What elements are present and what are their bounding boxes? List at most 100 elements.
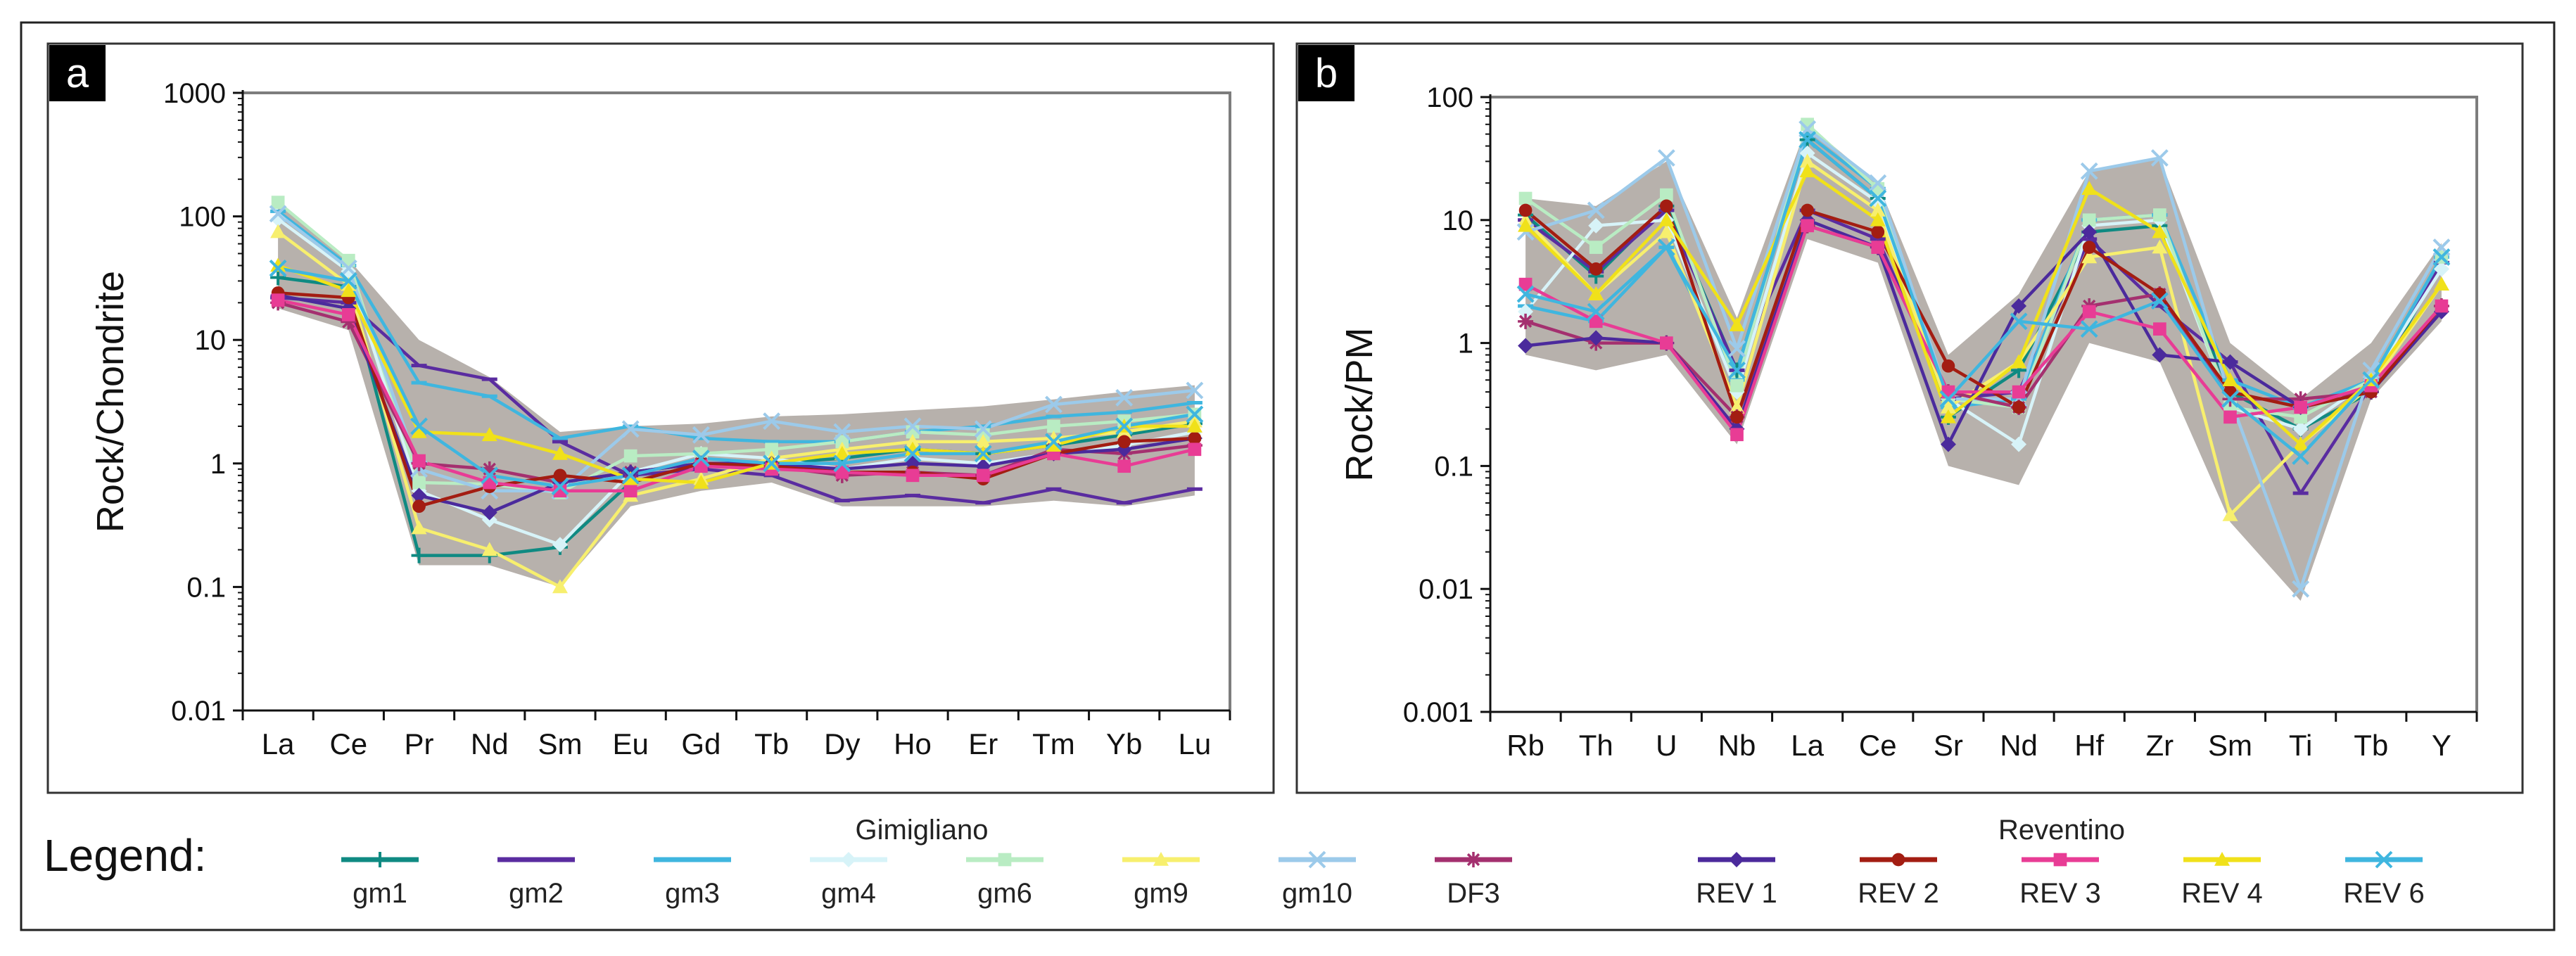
chart-a-point-rev-6-2 (410, 417, 428, 435)
chart-a-point-rev-3-0 (271, 293, 285, 307)
legend-label-gm9: gm9 (1134, 878, 1188, 909)
chart-a-point-rev-6-5 (621, 466, 640, 485)
chart-b-point-rev-4-4 (1799, 163, 1815, 178)
chart-b-point-rev-1-9 (2152, 347, 2168, 363)
chart-b-point-rev-4-1 (1588, 286, 1604, 300)
chart-b-point-rev-3-2 (1660, 336, 1673, 350)
chart-a-point-rev-4-6 (693, 475, 709, 489)
chart-b-x-tick-label: U (1656, 729, 1677, 762)
chart-a-series-line-gm10 (277, 212, 1195, 493)
chart-b-point-gm9-9 (2152, 239, 2168, 254)
chart-b-point-rev-6-0 (1516, 285, 1535, 303)
chart-b-point-rev-3-10 (2223, 410, 2237, 424)
chart-b-y-tick-label: 0.1 (1434, 451, 1473, 482)
chart-a-point-gm10-5 (621, 420, 640, 438)
chart-a-point-rev-3-12 (1117, 459, 1131, 473)
chart-b-point-rev-2-3 (1730, 410, 1744, 424)
chart-a-point-gm10-13 (1186, 381, 1204, 400)
chart-a-point-gm10-10 (974, 420, 992, 438)
chart-b-point-gm4-5 (1870, 194, 1886, 210)
chart-b-point-gm4-7 (2011, 436, 2027, 452)
chart-a-x-tick-label: Ce (329, 727, 367, 760)
legend-marker-gm4 (841, 852, 856, 867)
chart-b-point-gm10-3 (1728, 340, 1746, 358)
chart-a-point-rev-6-11 (1045, 433, 1062, 451)
chart-a-point-rev-4-1 (341, 283, 357, 298)
chart-b-x-tick-label: Ti (2289, 729, 2312, 762)
chart-a-plot-border (243, 91, 1231, 710)
chart-a-y-axis-label: Rock/Chondrite (89, 271, 132, 533)
legend-label-gm1: gm1 (353, 878, 407, 909)
chart-a-point-gm6-11 (1047, 419, 1060, 433)
chart-b-x-tick-label: Th (1579, 729, 1613, 762)
chart-a-point-rev-4-11 (1046, 438, 1062, 452)
chart-b-point-gm10-5 (1869, 174, 1887, 192)
chart-a-point-rev-4-0 (270, 257, 286, 272)
legend-marker-df3 (1466, 852, 1481, 867)
chart-a-x-tick-label: Er (968, 727, 998, 760)
chart-b-point-rev-6-10 (2221, 390, 2239, 408)
chart-a-point-gm10-6 (692, 426, 710, 444)
chart-b-point-rev-3-5 (1871, 241, 1885, 254)
chart-b-x-tick-label: Y (2432, 729, 2451, 762)
chart-a-point-rev-6-0 (269, 259, 287, 277)
chart-b-x-tick-label: Sm (2208, 729, 2252, 762)
chart-b-point-rev-2-9 (2153, 287, 2166, 301)
chart-b-series-line-gm6 (1524, 122, 2443, 419)
chart-a-point-gm4-0 (270, 211, 286, 227)
chart-a-point-rev-3-10 (976, 469, 990, 483)
chart-a-point-rev-4-8 (834, 445, 850, 460)
chart-a-point-rev-3-2 (412, 454, 426, 468)
chart-b-point-rev-3-0 (1518, 277, 1533, 291)
chart-b-point-rev-3-13 (2435, 299, 2449, 313)
chart-b-series-line-rev-2 (1524, 204, 2443, 419)
chart-a-x-tick-label: Tm (1032, 727, 1075, 760)
chart-b-point-rev-4-9 (2152, 224, 2168, 238)
chart-b-x-tick-label: La (1791, 729, 1824, 762)
chart-a-series-line-rev-4 (277, 264, 1195, 485)
chart-a-point-rev-3-9 (906, 469, 920, 483)
chart-b-point-gm10-0 (1516, 223, 1535, 241)
legend-marker-gm9 (1153, 852, 1169, 866)
chart-b-point-rev-6-7 (2010, 312, 2028, 331)
chart-a-point-rev-4-2 (411, 423, 427, 438)
chart-a-point-rev-4-13 (1186, 418, 1203, 433)
chart-a-y-tick-label: 0.01 (171, 696, 226, 727)
chart-b-point-gm9-8 (2081, 249, 2098, 264)
chart-a-series-line-rev-6 (277, 267, 1195, 488)
chart-a-point-gm10-0 (269, 205, 287, 223)
chart-b-point-rev-3-1 (1589, 314, 1603, 329)
chart-b-y-axis-label: Rock/PM (1338, 327, 1381, 481)
legend-label-gm2: gm2 (509, 878, 564, 909)
chart-b-point-gm4-0 (1518, 303, 1534, 319)
chart-b-point-rev-3-6 (1941, 385, 1955, 399)
legend-marker-rev-4 (2214, 852, 2230, 866)
legend: Legend: Gimigliano Reventino gm1 gm2 gm3 gm… (44, 815, 2425, 909)
legend-label-gm10: gm10 (1282, 878, 1352, 909)
chart-b-point-rev-1-10 (2222, 354, 2238, 370)
legend-marker-gm10 (1308, 850, 1326, 869)
chart-b-point-gm6-0 (1518, 191, 1533, 205)
chart-a-point-gm10-7 (763, 412, 781, 431)
chart-b-point-gm4-11 (2292, 421, 2309, 437)
chart-a-x-tick-label: Lu (1179, 727, 1212, 760)
chart-a-point-rev-6-4 (551, 478, 569, 496)
chart-b-point-rev-2-4 (1801, 203, 1814, 217)
legend-label-gm6: gm6 (977, 878, 1032, 909)
panel-a-badge: a (49, 45, 106, 101)
chart-b-y-tick-label: 0.01 (1419, 574, 1473, 605)
legend-marker-rev-1 (1729, 852, 1744, 867)
chart-a-point-rev-2-4 (553, 469, 567, 483)
chart-a-point-gm1-2 (411, 547, 427, 563)
chart-a-point-rev-6-6 (692, 450, 710, 467)
chart-b-series-line-gm4 (1524, 151, 2443, 446)
chart-b-point-rev-4-5 (1870, 212, 1886, 227)
chart-a-x-tick-label: Ho (894, 727, 932, 760)
chart-a-point-gm4-4 (552, 537, 568, 553)
chart-b-point-rev-4-3 (1729, 317, 1745, 331)
legend-label: Legend: (44, 830, 206, 881)
chart-a-x-tick-label: Yb (1106, 727, 1142, 760)
chart-b-point-rev-3-8 (2082, 305, 2096, 319)
chart-a-point-rev-1-3 (481, 504, 497, 521)
chart-a-point-rev-2-2 (412, 499, 426, 514)
